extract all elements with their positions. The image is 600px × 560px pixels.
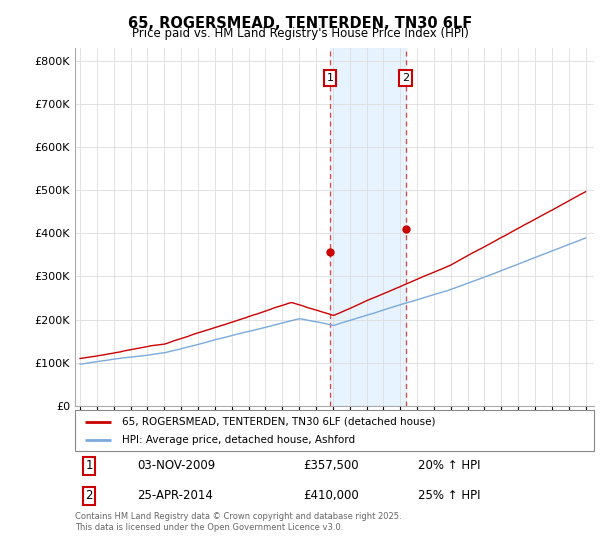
FancyBboxPatch shape [75,410,594,451]
Text: 25-APR-2014: 25-APR-2014 [137,489,213,502]
Text: Contains HM Land Registry data © Crown copyright and database right 2025.
This d: Contains HM Land Registry data © Crown c… [75,512,401,532]
Text: £410,000: £410,000 [304,489,359,502]
Text: 2: 2 [85,489,93,502]
Text: HPI: Average price, detached house, Ashford: HPI: Average price, detached house, Ashf… [122,435,355,445]
Bar [330,48,406,406]
Text: 03-NOV-2009: 03-NOV-2009 [137,459,215,473]
Text: 25% ↑ HPI: 25% ↑ HPI [418,489,480,502]
Text: 1: 1 [85,459,93,473]
Text: Price paid vs. HM Land Registry's House Price Index (HPI): Price paid vs. HM Land Registry's House … [131,27,469,40]
Text: 65, ROGERSMEAD, TENTERDEN, TN30 6LF: 65, ROGERSMEAD, TENTERDEN, TN30 6LF [128,16,472,31]
Text: £357,500: £357,500 [304,459,359,473]
Text: 1: 1 [326,73,334,83]
Text: 2: 2 [402,73,409,83]
Text: 20% ↑ HPI: 20% ↑ HPI [418,459,480,473]
Text: 65, ROGERSMEAD, TENTERDEN, TN30 6LF (detached house): 65, ROGERSMEAD, TENTERDEN, TN30 6LF (det… [122,417,435,427]
